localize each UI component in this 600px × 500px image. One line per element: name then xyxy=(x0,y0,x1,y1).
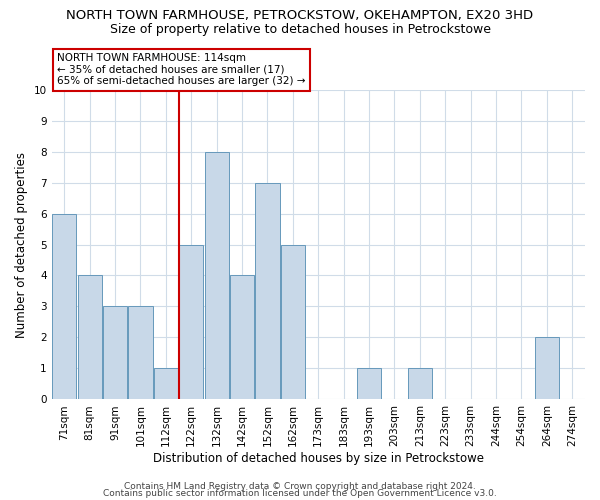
Bar xyxy=(179,244,203,400)
Bar xyxy=(408,368,432,400)
Text: Contains public sector information licensed under the Open Government Licence v3: Contains public sector information licen… xyxy=(103,489,497,498)
Bar xyxy=(535,338,559,400)
Bar xyxy=(205,152,229,400)
Bar xyxy=(77,276,102,400)
Bar xyxy=(256,182,280,400)
Text: NORTH TOWN FARMHOUSE, PETROCKSTOW, OKEHAMPTON, EX20 3HD: NORTH TOWN FARMHOUSE, PETROCKSTOW, OKEHA… xyxy=(67,9,533,22)
Text: NORTH TOWN FARMHOUSE: 114sqm
← 35% of detached houses are smaller (17)
65% of se: NORTH TOWN FARMHOUSE: 114sqm ← 35% of de… xyxy=(57,54,305,86)
Bar xyxy=(281,244,305,400)
Bar xyxy=(154,368,178,400)
Bar xyxy=(103,306,127,400)
X-axis label: Distribution of detached houses by size in Petrockstowe: Distribution of detached houses by size … xyxy=(153,452,484,465)
Bar xyxy=(52,214,76,400)
Text: Size of property relative to detached houses in Petrockstowe: Size of property relative to detached ho… xyxy=(110,22,491,36)
Text: Contains HM Land Registry data © Crown copyright and database right 2024.: Contains HM Land Registry data © Crown c… xyxy=(124,482,476,491)
Bar xyxy=(230,276,254,400)
Y-axis label: Number of detached properties: Number of detached properties xyxy=(15,152,28,338)
Bar xyxy=(128,306,152,400)
Bar xyxy=(357,368,381,400)
